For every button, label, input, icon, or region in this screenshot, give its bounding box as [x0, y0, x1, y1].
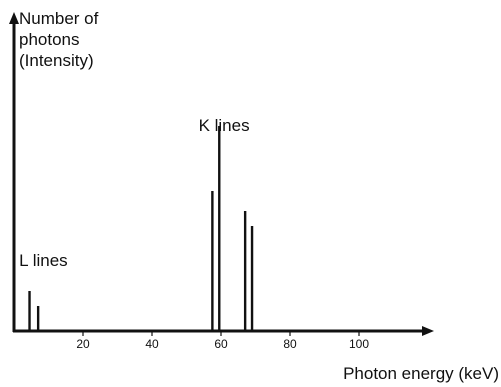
- x-tick-label-60: 60: [214, 337, 228, 351]
- y-axis-arrow: [9, 12, 19, 24]
- y-axis-title: Number of photons (Intensity): [19, 9, 99, 70]
- x-tick-label-80: 80: [283, 337, 297, 351]
- x-tick-label-20: 20: [76, 337, 90, 351]
- x-ticks: 20 40 60 80 100: [76, 331, 369, 351]
- y-axis-title-line-3: (Intensity): [19, 51, 94, 70]
- y-axis-title-line-2: photons: [19, 30, 80, 49]
- x-axis-arrow: [422, 326, 434, 336]
- x-axis-title: Photon energy (keV): [343, 364, 499, 383]
- spectral-lines: [28, 126, 254, 331]
- annotation-k-lines: K lines: [199, 116, 250, 135]
- annotation-l-lines: L lines: [19, 251, 68, 270]
- x-tick-label-100: 100: [349, 337, 369, 351]
- y-axis-title-line-1: Number of: [19, 9, 99, 28]
- x-tick-label-40: 40: [145, 337, 159, 351]
